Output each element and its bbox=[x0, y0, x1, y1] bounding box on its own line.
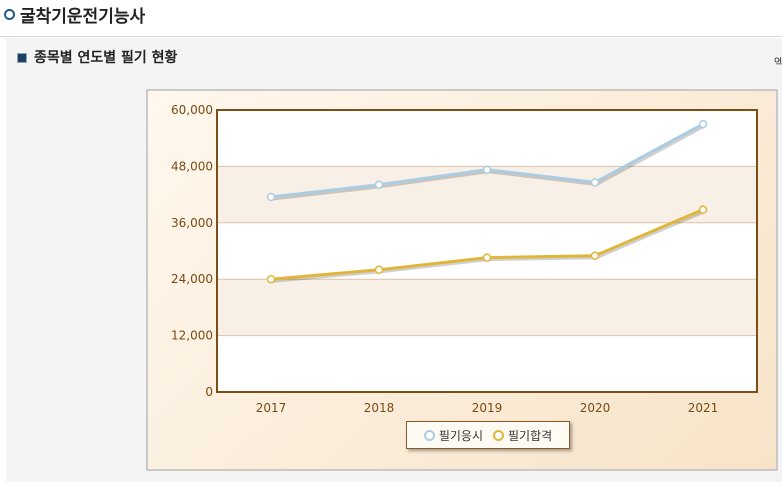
y-tick-label: 48,000 bbox=[171, 159, 213, 173]
y-tick-label: 24,000 bbox=[171, 272, 213, 286]
x-tick-label: 2021 bbox=[688, 401, 719, 415]
legend-marker-icon bbox=[423, 429, 435, 441]
section-bullet-icon bbox=[17, 53, 27, 63]
data-point bbox=[698, 119, 708, 129]
legend-label: 필기합격 bbox=[508, 428, 553, 443]
data-point bbox=[590, 178, 600, 187]
grid-band bbox=[217, 166, 757, 223]
data-point bbox=[698, 205, 708, 214]
data-point bbox=[590, 251, 600, 260]
x-tick-label: 2020 bbox=[580, 401, 611, 415]
data-point bbox=[482, 253, 492, 262]
legend-label: 필기응시 bbox=[438, 428, 483, 443]
page-header: 굴착기운전기능사 bbox=[0, 0, 782, 37]
data-point bbox=[374, 180, 384, 189]
data-point bbox=[374, 265, 384, 275]
legend-item[interactable]: 필기응시 bbox=[423, 427, 483, 444]
page-title: 굴착기운전기능사 bbox=[20, 7, 146, 27]
excel-download-link[interactable]: 엑 bbox=[774, 56, 782, 69]
x-tick-label: 2017 bbox=[256, 401, 287, 415]
data-point bbox=[266, 192, 276, 202]
section-title: 종목별 연도별 필기 현황 bbox=[34, 50, 178, 66]
chart-legend: 필기응시 필기합격 bbox=[406, 421, 570, 449]
grid-band bbox=[217, 279, 757, 336]
data-point bbox=[482, 165, 492, 174]
y-tick-label: 12,000 bbox=[171, 329, 213, 343]
plot-area bbox=[217, 110, 757, 392]
data-point bbox=[266, 274, 276, 284]
x-tick-label: 2019 bbox=[472, 401, 503, 415]
x-tick-label: 2018 bbox=[364, 401, 395, 415]
plot-border bbox=[216, 109, 758, 393]
y-tick-label: 60,000 bbox=[171, 103, 213, 117]
legend-marker-icon bbox=[493, 429, 504, 441]
legend-item[interactable]: 필기합격 bbox=[493, 427, 552, 444]
y-tick-label: 0 bbox=[205, 385, 213, 399]
title-bullet-icon bbox=[4, 9, 15, 20]
y-tick-label: 36,000 bbox=[171, 216, 213, 230]
